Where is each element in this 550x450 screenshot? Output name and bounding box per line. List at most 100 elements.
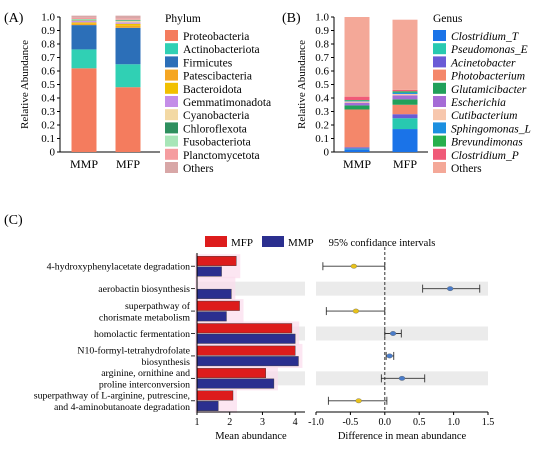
x-tick-label: MFP	[393, 157, 417, 171]
legend-swatch	[165, 69, 178, 81]
legend-label: Planctomycetota	[183, 150, 260, 162]
y-tick-label: 0.5	[41, 79, 55, 91]
legend-swatch	[165, 43, 178, 55]
y-tick-label: 0.2	[41, 120, 55, 132]
legend-swatch	[165, 162, 178, 173]
category-label: homolactic fermentation	[94, 329, 190, 340]
category-label: superpathway of	[125, 301, 191, 312]
y-tick-label: 0	[50, 147, 56, 159]
chart-title: 95% confidance intervals	[329, 238, 436, 249]
x-tick-label: 1.5	[482, 417, 495, 428]
bar-segment-escherichia	[392, 95, 418, 100]
bar-segment-planctomycetota	[115, 18, 141, 20]
category-label: proline interconversion	[99, 380, 190, 391]
bar-segment-fusobacteriota	[71, 19, 97, 20]
legend-title: Phylum	[165, 13, 201, 25]
legend-label: MFP	[231, 237, 253, 249]
legend-swatch	[433, 82, 446, 94]
bar-segment-glutamicibacter	[392, 99, 418, 105]
category-label: biosynthesis	[142, 357, 191, 368]
y-tick-label: 1.0	[315, 12, 329, 24]
legend-label: Others	[451, 163, 482, 175]
mean-point	[398, 375, 406, 381]
legend-label: Clostridium_P	[451, 150, 519, 162]
y-tick-label: 0.7	[315, 52, 329, 64]
bar-segment-gemmatimonadota	[115, 22, 141, 24]
y-tick-label: 0.3	[41, 106, 55, 118]
bar-mmp	[196, 401, 219, 411]
legend-label: Pseudomonas_E	[450, 44, 528, 56]
legend-swatch	[433, 43, 446, 55]
row-shade	[316, 281, 488, 296]
y-tick-label: 0.6	[41, 66, 55, 78]
x-axis-label: Mean abundance	[215, 431, 287, 442]
bar-segment-chloroflexota	[71, 19, 97, 21]
x-tick-label: -0.5	[342, 417, 358, 428]
bar-segment-others	[392, 19, 418, 90]
y-tick-label: 0.4	[41, 93, 55, 105]
bar-mmp	[196, 288, 232, 299]
bar-mmp	[196, 266, 222, 277]
bar-segment-acinetobacter	[392, 114, 418, 119]
bar-segment-cutibacterium	[392, 93, 418, 96]
legend-swatch	[433, 162, 446, 173]
category-label: arginine, ornithine and	[101, 368, 190, 379]
bar-segment-proteobacteria	[115, 87, 141, 152]
bar-mfp	[196, 323, 293, 334]
bar-segment-cyanobacteria	[115, 21, 141, 23]
bar-segment-firmicutes	[115, 27, 141, 65]
bar-mmp	[196, 333, 296, 344]
legend-label: Patescibacteria	[183, 71, 252, 83]
bar-segment-escherichia	[344, 102, 370, 106]
bar-segment-bacteroidota	[71, 22, 97, 24]
mean-point	[386, 353, 393, 359]
panel-b-stacked-bar-chart: 0 0.10.2 0.30.4 0.50.6 0.70.8 0.91.0 Relative …	[296, 12, 531, 176]
bar-segment-cyanobacteria	[71, 20, 97, 22]
bar-segment-others	[71, 15, 97, 18]
legend-swatch	[433, 135, 446, 147]
bar-segment-clostridium-p	[392, 89, 418, 92]
row-shade	[316, 326, 488, 341]
legend-swatch	[433, 30, 446, 41]
legend-swatch	[433, 56, 446, 68]
x-tick-label: 3	[260, 417, 265, 428]
legend-label: MMP	[288, 237, 314, 249]
legend-swatch-mmp	[262, 236, 284, 247]
legend-label: Glutamicibacter	[451, 84, 527, 96]
panel-c-mean-abundance-chart: MFP MMP 4-hydroxyphenylacetate degradation…	[34, 236, 314, 442]
x-axis-label: Difference in mean abundance	[338, 431, 467, 442]
bar-segment-brevundimonas	[344, 100, 370, 101]
legend-label: Actinobacteriota	[183, 44, 260, 56]
bar-mfp	[196, 300, 240, 311]
bar-segment-proteobacteria	[71, 68, 97, 152]
category-label: N10-formyl-tetrahydrofolate	[77, 346, 190, 357]
bar-segment-cutibacterium	[344, 101, 370, 103]
legend-label: Gemmatimonadota	[183, 97, 271, 109]
legend-label: Chloroflexota	[183, 123, 247, 135]
bar-segment-patescibacteria	[115, 25, 141, 28]
bar-mmp	[196, 356, 299, 367]
y-tick-label: 0.3	[315, 106, 329, 118]
bar-segment-actinobacteriota	[71, 49, 97, 69]
legend-label: Acinetobacter	[450, 57, 516, 69]
legend-swatch	[165, 96, 178, 107]
legend-swatch	[165, 30, 178, 41]
legend-title: Genus	[433, 13, 463, 25]
y-axis-label: Relative Abundance	[19, 40, 31, 129]
bar-segment-pseudomonas-e	[344, 148, 370, 150]
legend-swatch	[165, 135, 178, 147]
mean-point	[350, 263, 358, 269]
legend-swatch	[165, 109, 178, 121]
bar-segment-firmicutes	[71, 25, 97, 50]
x-tick-label: MMP	[70, 157, 98, 171]
x-tick-label: MMP	[343, 157, 371, 171]
legend-swatch	[165, 82, 178, 94]
bar-segment-photobacterium	[392, 104, 418, 115]
panel-c-confidence-interval-chart: 95% confidance intervals -1.0 -0.5 0.0 0.5 1.…	[308, 238, 494, 442]
bar-segment-others	[344, 17, 370, 97]
legend-swatch	[165, 148, 178, 160]
bar-segment-glutamicibacter	[344, 105, 370, 110]
legend-label: Cutibacterium	[451, 110, 517, 122]
bar-mfp	[196, 368, 266, 379]
x-tick-label: -1.0	[308, 417, 324, 428]
